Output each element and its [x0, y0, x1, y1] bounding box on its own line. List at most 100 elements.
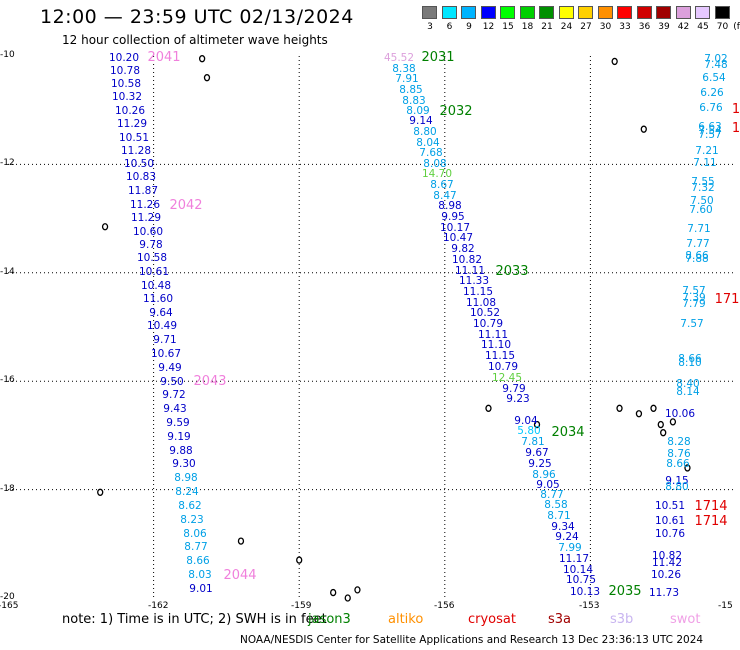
wave-height-value: 8.10 — [678, 357, 701, 369]
colorbar-label: 39 — [658, 22, 670, 32]
pass-time-label: 2031 — [421, 50, 454, 65]
pass-time-label: 1714 — [694, 499, 727, 514]
wave-height-value: 7.39 — [682, 292, 705, 304]
island-marker — [635, 410, 643, 418]
wave-height-value: 9.67 — [525, 447, 548, 459]
wave-height-value: 11.11 — [455, 265, 485, 277]
wave-height-value: 8.14 — [676, 386, 700, 398]
island-marker — [616, 404, 623, 412]
wave-height-value: 10.20 — [109, 52, 139, 64]
wave-height-value: 11.33 — [459, 275, 489, 287]
wave-height-value: 9.23 — [506, 393, 529, 405]
wave-height-value: 10.78 — [110, 65, 140, 77]
pass-time-label: 1 — [732, 121, 740, 136]
island-marker — [203, 74, 211, 82]
wave-height-value: 11.28 — [121, 145, 151, 157]
wave-height-value: 9.82 — [451, 243, 474, 255]
island-marker — [660, 429, 667, 437]
wave-height-value: 11.11 — [478, 329, 508, 341]
wave-height-value: 8.58 — [544, 499, 567, 511]
wave-height-value: 10.49 — [147, 320, 177, 332]
credit-line: NOAA/NESDIS Center for Satellite Applica… — [240, 634, 704, 646]
wave-height-value: 8.71 — [547, 510, 570, 522]
colorbar-label: 3 — [427, 22, 433, 32]
wave-height-value: 11.10 — [481, 339, 511, 351]
wave-height-value: 10.26 — [651, 569, 681, 581]
wave-height-value: 10.58 — [111, 78, 141, 90]
pass-time-label: 2035 — [608, 584, 641, 599]
colorbar-label: 15 — [502, 22, 514, 32]
colorbar-label: 21 — [541, 22, 553, 32]
legend-item-cryosat: cryosat — [468, 612, 516, 627]
colorbar-swatch — [597, 6, 613, 19]
wave-height-value: 10.51 — [655, 500, 685, 512]
wave-height-value: 7.60 — [689, 204, 712, 216]
wave-height-value: 7.71 — [687, 223, 710, 235]
wave-height-value: 7.88 — [685, 253, 708, 265]
wave-height-value: 10.48 — [141, 280, 171, 292]
lon-tick-label: -165 — [0, 601, 19, 611]
colorbar-swatch — [539, 6, 554, 19]
wave-height-value: 11.15 — [463, 286, 493, 298]
colorbar-swatch — [675, 6, 691, 19]
wave-height-value: 8.83 — [402, 95, 425, 107]
wave-height-value: 7.57 — [682, 285, 705, 297]
lon-tick-label: -159 — [291, 601, 312, 611]
wave-height-value: 10.32 — [112, 91, 142, 103]
colorbar-swatch — [441, 6, 457, 19]
wave-height-value: 9.64 — [149, 307, 173, 319]
colorbar-label: 42 — [677, 22, 690, 32]
wave-height-value: 11.08 — [466, 297, 496, 309]
wave-height-value: 10.51 — [119, 132, 149, 144]
wave-height-value: 9.59 — [166, 417, 189, 429]
wave-height-value: 8.98 — [174, 472, 197, 484]
wave-height-value: 8.03 — [188, 569, 211, 581]
colorbar-label: 33 — [619, 22, 631, 32]
wave-height-value: 8.23 — [180, 514, 203, 526]
pass-time-label: 2043 — [193, 374, 226, 389]
wave-height-value: 9.95 — [441, 211, 464, 223]
wave-height-value: 11.42 — [652, 557, 682, 569]
colorbar-label: 6 — [446, 22, 453, 32]
wave-height-value: 8.62 — [178, 500, 201, 512]
colorbar-label: 45 — [697, 22, 709, 32]
island-marker — [198, 55, 206, 63]
colorbar-label: 24 — [560, 22, 573, 32]
wave-height-value: 9.79 — [502, 383, 525, 395]
island-marker — [354, 586, 361, 594]
wave-height-value: 11.29 — [131, 212, 161, 224]
wave-height-value: 5.80 — [517, 425, 540, 437]
wave-height-value: 10.67 — [151, 348, 181, 360]
island-marker — [344, 594, 351, 602]
island-marker — [657, 420, 664, 429]
wave-height-value: 8.04 — [416, 137, 440, 149]
wave-height-value: 8.06 — [183, 528, 207, 540]
colorbar-label: 18 — [521, 22, 534, 32]
wave-height-value: 8.67 — [430, 179, 453, 191]
wave-height-value: 14.70 — [422, 168, 452, 180]
colorbar-label: 70 — [716, 22, 729, 32]
wave-height-value: 11.29 — [117, 118, 147, 130]
wave-height-value: 6.63 — [698, 121, 721, 133]
colorbar-swatch — [636, 6, 652, 19]
lat-tick-label: -16 — [0, 375, 15, 386]
colorbar-label: 12 — [482, 22, 495, 32]
island-marker — [237, 537, 245, 545]
legend-item-s3b: s3b — [610, 612, 634, 627]
wave-height-value: 10.58 — [137, 252, 167, 264]
wave-height-value: 9.25 — [528, 458, 551, 470]
wave-height-value: 6.76 — [699, 102, 723, 114]
wave-height-value: 7.77 — [686, 238, 709, 250]
colorbar-label: 9 — [466, 22, 472, 32]
legend-item-altiko: altiko — [388, 612, 424, 627]
wave-height-value: 8.08 — [423, 158, 446, 170]
island-outlines — [97, 55, 691, 602]
wave-height-value: 10.13 — [570, 586, 600, 598]
lon-tick-label: -162 — [148, 601, 169, 611]
lat-tick-label: -20 — [0, 592, 15, 602]
wave-height-value: 8.66 — [186, 555, 210, 567]
colorbar-swatch — [656, 6, 671, 19]
colorbar-label: 36 — [638, 22, 651, 32]
wave-height-value: 10.82 — [652, 550, 682, 562]
wave-height-value: 10.79 — [473, 318, 503, 330]
